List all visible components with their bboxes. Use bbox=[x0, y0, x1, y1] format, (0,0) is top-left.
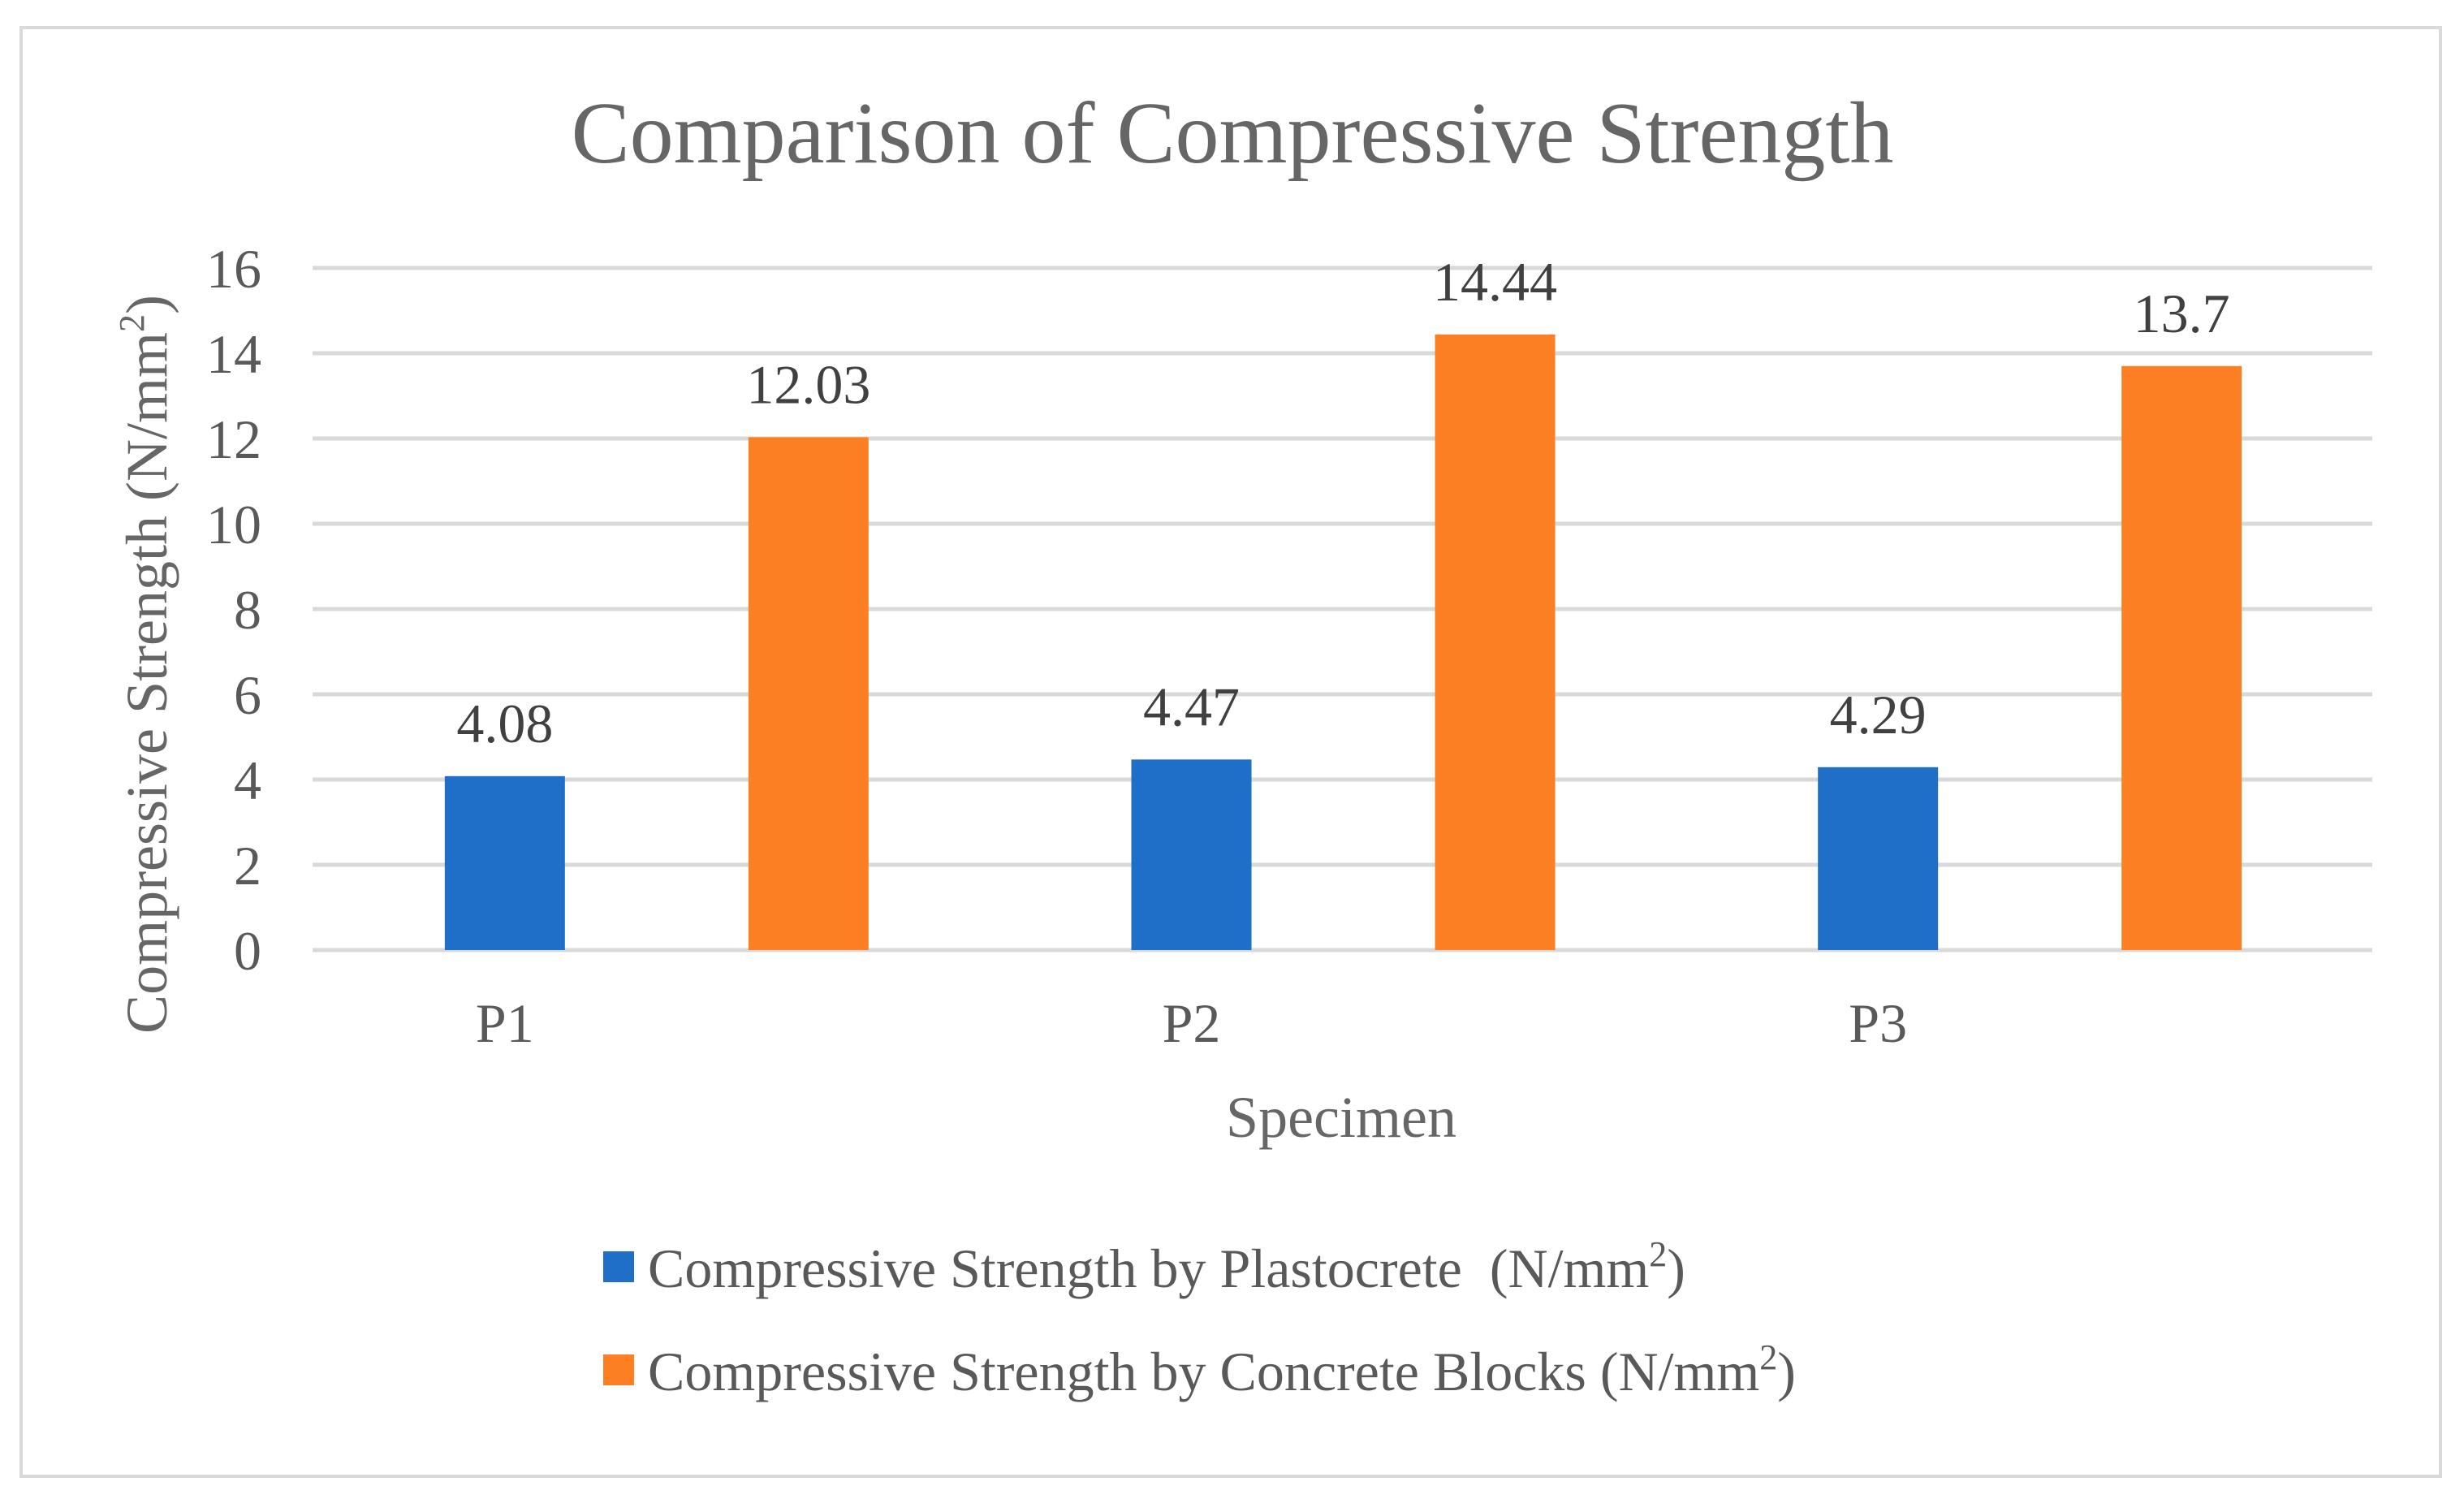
x-tick-label-p3: P3 bbox=[1849, 992, 1907, 1054]
legend-label: Compressive Strength by Concrete Blocks … bbox=[648, 1337, 1796, 1402]
bar-concrete-blocks-p1 bbox=[748, 437, 869, 950]
data-label: 12.03 bbox=[746, 353, 870, 415]
y-tick-label: 16 bbox=[206, 238, 261, 300]
bar-plastocrete-p1 bbox=[444, 775, 565, 950]
y-tick-label: 14 bbox=[206, 323, 261, 385]
y-tick-label: 6 bbox=[234, 664, 261, 726]
legend: Compressive Strength by Plastocrete (N/m… bbox=[603, 1234, 1796, 1402]
y-tick-label: 8 bbox=[234, 579, 261, 641]
chart-title: Comparison of Compressive Strength bbox=[572, 85, 1894, 182]
bars bbox=[444, 334, 2242, 950]
data-label: 14.44 bbox=[1433, 251, 1557, 313]
legend-swatch bbox=[603, 1354, 634, 1385]
legend-item-concrete-blocks: Compressive Strength by Concrete Blocks … bbox=[603, 1337, 1796, 1402]
data-label: 4.29 bbox=[1830, 684, 1927, 745]
y-tick-label: 12 bbox=[206, 408, 261, 470]
bar-concrete-blocks-p3 bbox=[2121, 365, 2242, 950]
data-label: 13.7 bbox=[2134, 283, 2230, 344]
y-axis-ticks: 0 2 4 6 8 10 12 14 16 bbox=[206, 238, 261, 982]
data-labels: 4.08 4.47 4.29 12.03 14.44 13.7 bbox=[456, 251, 2229, 754]
bar-plastocrete-p2 bbox=[1131, 759, 1252, 950]
x-tick-label-p2: P2 bbox=[1163, 992, 1221, 1054]
legend-item-plastocrete: Compressive Strength by Plastocrete (N/m… bbox=[603, 1234, 1685, 1299]
gridlines bbox=[313, 266, 2372, 953]
y-tick-label: 10 bbox=[206, 494, 261, 555]
x-axis-title: Specimen bbox=[1226, 1085, 1456, 1150]
x-tick-label-p1: P1 bbox=[476, 992, 534, 1054]
x-axis-ticks: P1 P2 P3 bbox=[476, 992, 1907, 1054]
bar-concrete-blocks-p2 bbox=[1435, 334, 1556, 950]
y-axis-title: Compressive Strength (N/mm2) bbox=[112, 295, 179, 1034]
y-tick-label: 2 bbox=[234, 835, 261, 896]
y-tick-label: 4 bbox=[234, 750, 261, 811]
data-label: 4.47 bbox=[1143, 676, 1240, 737]
data-label: 4.08 bbox=[456, 693, 553, 754]
legend-swatch bbox=[603, 1251, 634, 1282]
bar-plastocrete-p3 bbox=[1818, 767, 1939, 950]
y-tick-label: 0 bbox=[234, 920, 261, 982]
legend-label: Compressive Strength by Plastocrete (N/m… bbox=[648, 1234, 1685, 1299]
